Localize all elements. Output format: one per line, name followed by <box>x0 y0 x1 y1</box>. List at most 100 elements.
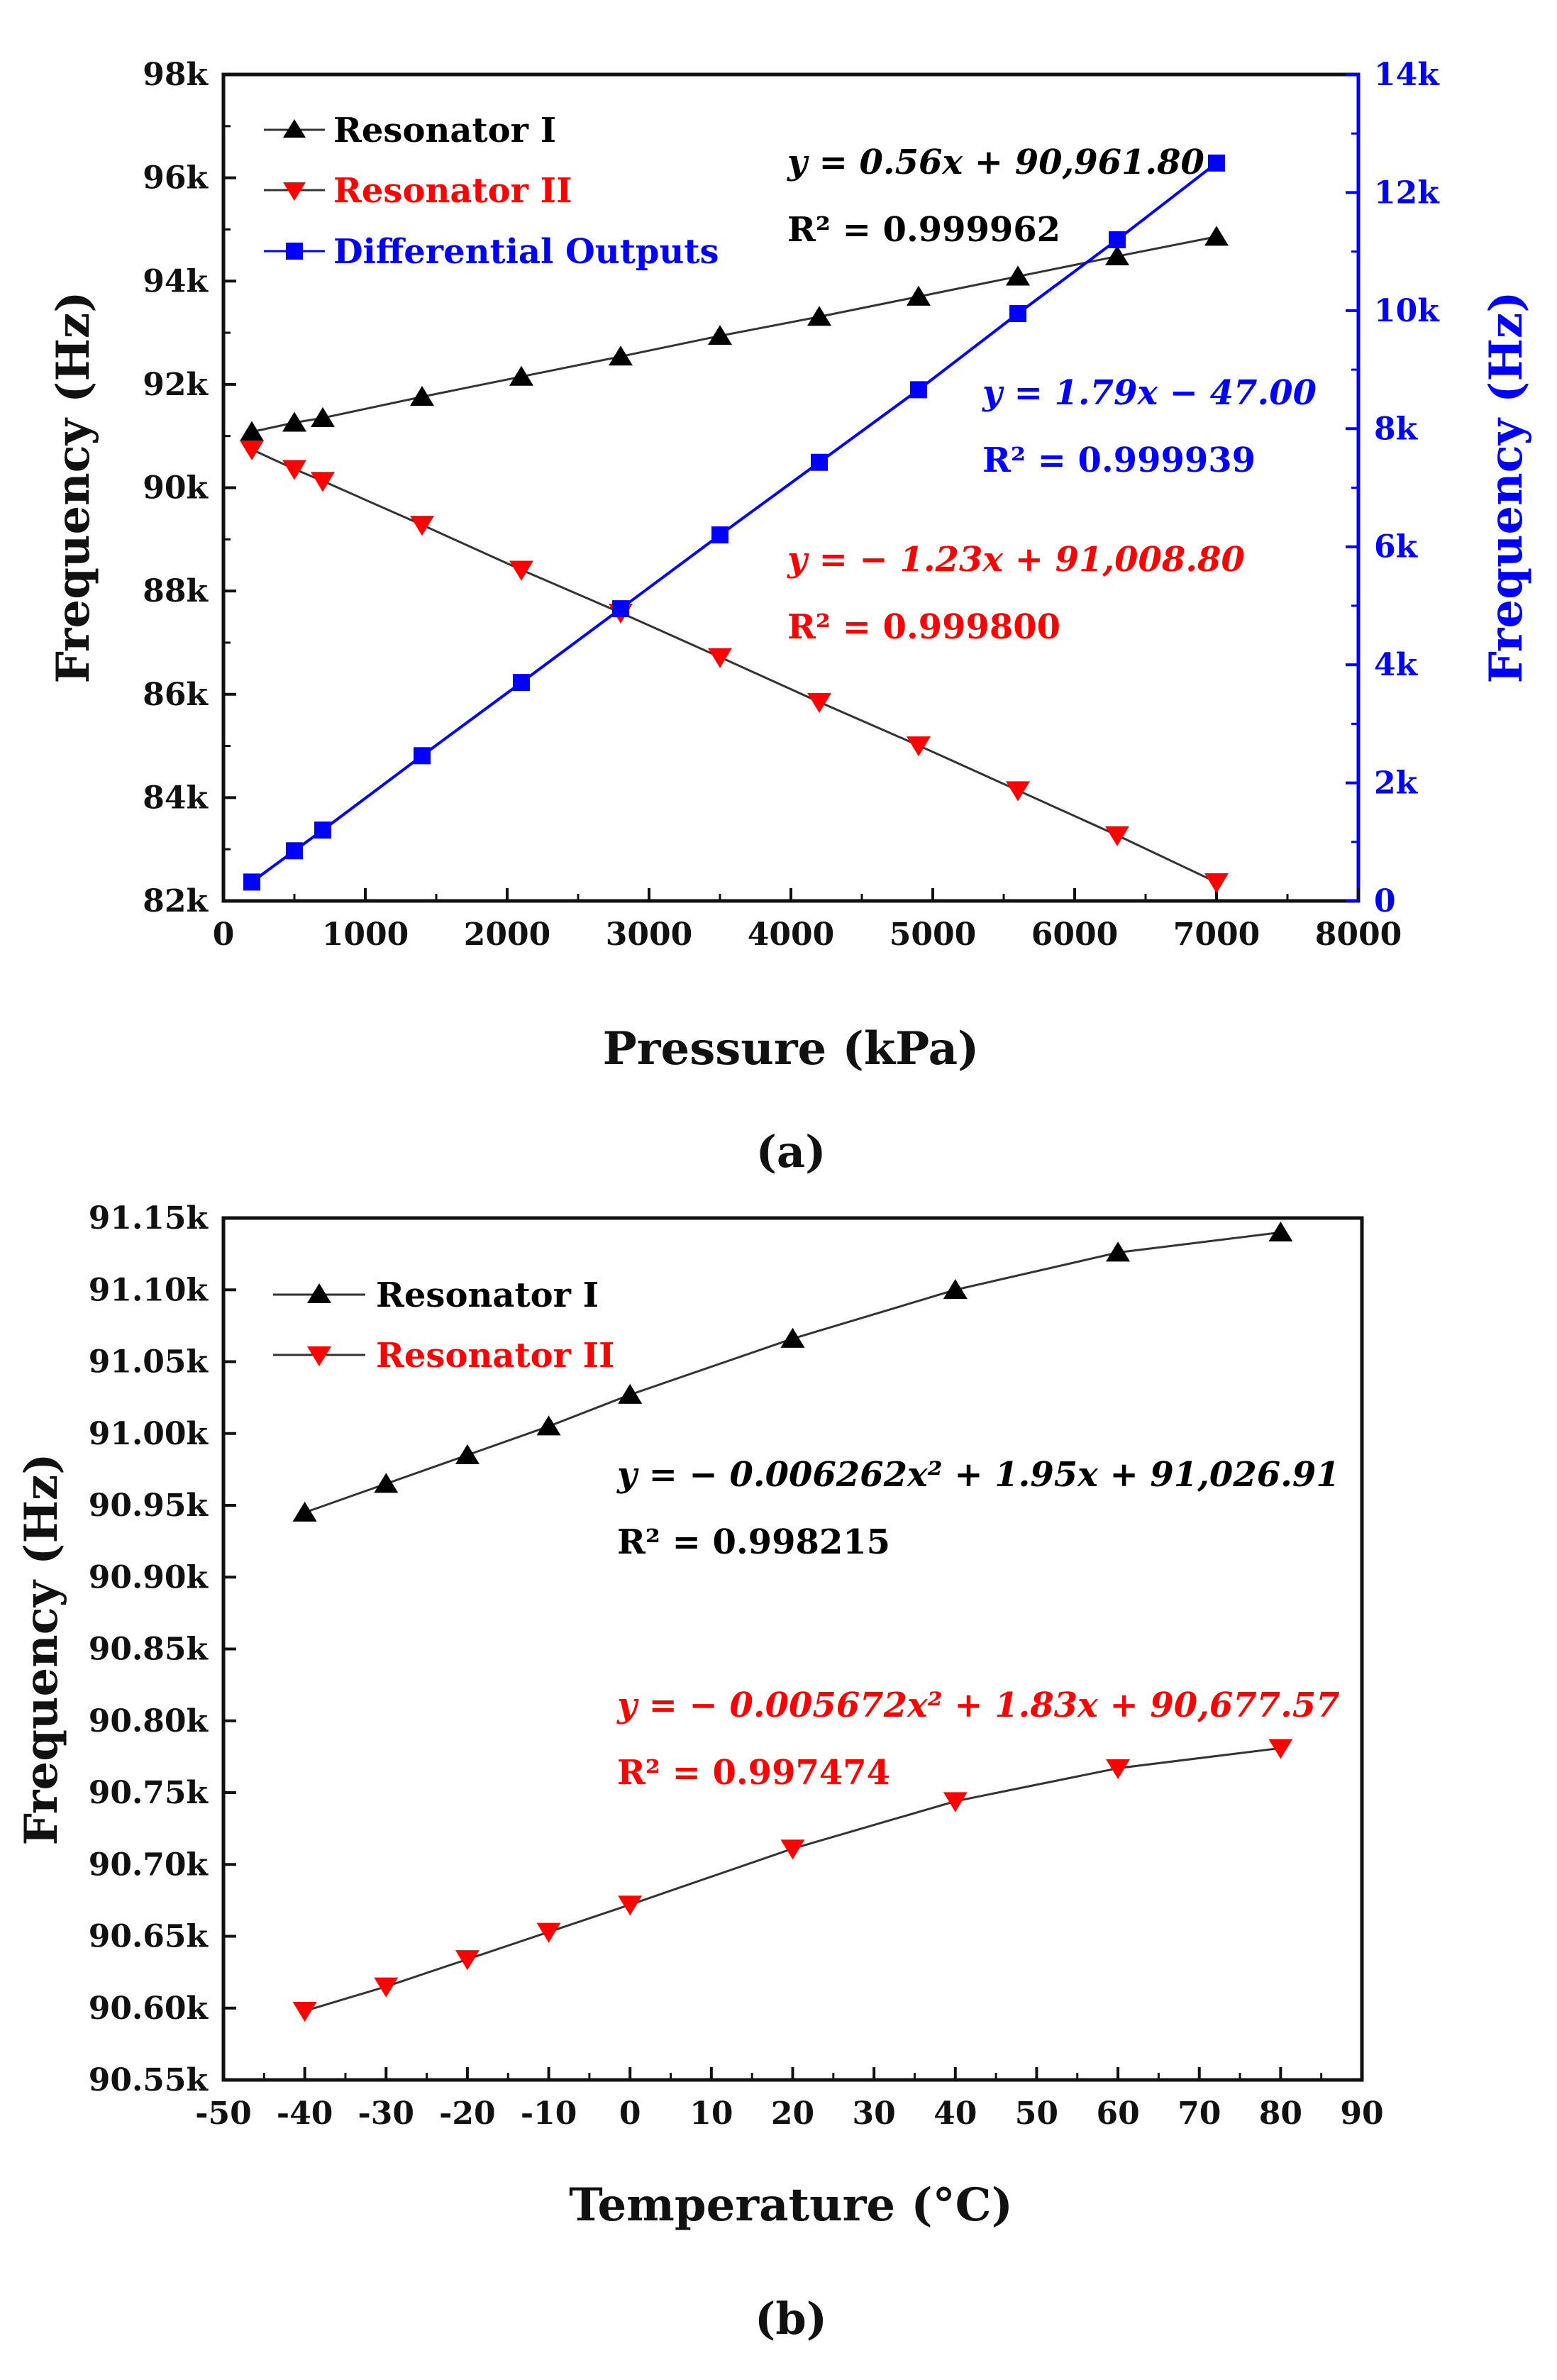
annotation-r2-resonator-ii: R² = 0.999800 <box>787 607 1060 647</box>
x-tick-label-p1-12: 70 <box>1178 2096 1221 2132</box>
y-axis-label-b: Frequency (Hz) <box>15 1453 68 1845</box>
annotation-fit-resonator-ii: y = − 1.23x + 91,008.80 <box>787 540 1245 580</box>
data-point-p0-s0-4 <box>509 365 533 386</box>
data-point-p1-s1-5 <box>780 1839 805 1860</box>
y2-tick-label-p0-4: 8k <box>1374 411 1419 447</box>
legend-marker-differential-outputs <box>286 243 303 260</box>
y2-tick-label-p0-3: 6k <box>1374 529 1419 565</box>
annotation-b-fit-resonator-i: y = − 0.006262x² + 1.95x + 91,026.91 <box>616 1455 1340 1495</box>
data-point-p0-s1-1 <box>282 460 306 480</box>
data-point-p1-s0-1 <box>374 1473 399 1493</box>
legend-marker-resonator-ii <box>283 182 306 201</box>
data-point-p0-s2-10 <box>1109 231 1126 248</box>
data-point-p0-s1-10 <box>1105 826 1129 846</box>
x-tick-label-p1-2: -30 <box>358 2096 415 2132</box>
data-point-p0-s1-6 <box>708 648 732 668</box>
data-point-p1-s0-4 <box>618 1383 643 1404</box>
x-tick-label-p1-10: 50 <box>1015 2096 1058 2132</box>
y-tick-label-p1-12: 91.15k <box>89 1200 209 1236</box>
data-point-p0-s2-7 <box>811 453 828 471</box>
y-tick-label-p0-8: 98k <box>143 57 209 93</box>
y-tick-label-p1-6: 90.85k <box>89 1632 209 1668</box>
panel-label-a: (a) <box>756 1126 826 1178</box>
x-tick-label-p1-1: -40 <box>277 2096 333 2132</box>
legend-label-b-resonator-i: Resonator I <box>376 1275 599 1315</box>
y-tick-label-p0-2: 86k <box>143 677 209 713</box>
y-tick-label-p1-8: 90.95k <box>89 1488 209 1524</box>
data-point-p0-s2-5 <box>612 600 629 618</box>
series-layer-a <box>240 154 1229 894</box>
data-point-p0-s1-2 <box>311 472 335 492</box>
x-tick-label-p1-8: 30 <box>853 2096 896 2132</box>
data-point-p0-s2-6 <box>711 526 728 544</box>
legend-entry-resonator-ii: Resonator II <box>264 171 572 211</box>
y2-tick-label-p0-7: 14k <box>1374 57 1440 93</box>
data-point-p1-s1-6 <box>943 1792 968 1812</box>
y2-tick-label-p0-1: 2k <box>1374 765 1419 802</box>
annotation-r2-resonator-i: R² = 0.999962 <box>787 210 1060 250</box>
x-axis-label-b: Temperature (°C) <box>569 2179 1013 2232</box>
data-point-p1-s0-7 <box>1106 1241 1131 1262</box>
y2-tick-label-p0-0: 0 <box>1374 883 1396 919</box>
panel-a-pressure-chart: 0 1000 2000 3000 4000 5000 6000 7000 8000 82k 84k 8… <box>47 57 1533 1178</box>
series-line-p0-1 <box>251 448 1217 884</box>
x-axis-label-a: Pressure (kPa) <box>603 1022 980 1075</box>
legend-label-differential-outputs: Differential Outputs <box>333 232 719 272</box>
y-tick-label-p1-10: 91.05k <box>89 1344 209 1380</box>
x-tick-label-p0-5: 5000 <box>890 917 976 953</box>
x-tick-label-p1-9: 40 <box>933 2096 977 2132</box>
data-point-p0-s2-0 <box>243 873 260 891</box>
y-tick-label-p1-9: 91.00k <box>89 1416 209 1452</box>
annotation-fit-resonator-i: y = 0.56x + 90,961.80 <box>787 143 1204 182</box>
legend-label-resonator-i: Resonator I <box>333 111 556 150</box>
x-tick-label-p1-7: 20 <box>771 2096 814 2132</box>
legend-entry-b-resonator-i: Resonator I <box>273 1275 599 1315</box>
data-point-p1-s1-2 <box>455 1950 480 1971</box>
y-tick-label-p1-7: 90.90k <box>89 1559 209 1595</box>
data-point-p0-s2-9 <box>1009 305 1026 323</box>
x-tick-label-p0-4: 4000 <box>748 917 834 953</box>
legend-b: Resonator I Resonator II <box>273 1275 615 1376</box>
data-point-p0-s0-9 <box>1006 265 1030 286</box>
panel-b-temperature-chart: -50 -40 -30 -20 -10 0 10 20 30 40 50 60 70 80 90 90.55k… <box>15 1200 1384 2345</box>
series-layer-b <box>292 1221 1293 2022</box>
data-point-p1-s1-8 <box>1268 1739 1293 1759</box>
data-point-p0-s0-0 <box>240 421 264 441</box>
data-point-p0-s2-3 <box>414 747 431 765</box>
data-point-p1-s1-1 <box>374 1977 399 1998</box>
data-point-p1-s1-3 <box>536 1922 561 1943</box>
annotation-b-r2-resonator-i: R² = 0.998215 <box>617 1522 890 1562</box>
data-point-p1-s0-2 <box>455 1444 480 1464</box>
y2-tick-label-p0-5: 10k <box>1374 293 1440 329</box>
x-tick-label-p1-14: 90 <box>1340 2096 1383 2132</box>
panel-label-b: (b) <box>755 2293 827 2345</box>
y2-axis-label-a: Frequency (Hz) <box>1480 291 1533 683</box>
data-point-p1-s1-4 <box>618 1895 643 1916</box>
y-tick-label-p0-4: 90k <box>143 470 209 507</box>
x-tick-label-p0-7: 7000 <box>1173 917 1260 953</box>
x-tick-label-p0-1: 1000 <box>322 917 409 953</box>
data-point-p0-s1-3 <box>410 516 434 536</box>
data-point-p0-s2-4 <box>513 674 530 692</box>
legend-entry-differential-outputs: Differential Outputs <box>264 232 719 272</box>
data-point-p0-s1-8 <box>907 736 931 757</box>
x-tick-label-p1-13: 80 <box>1259 2096 1302 2132</box>
y-axis-label-a: Frequency (Hz) <box>47 291 100 683</box>
legend-marker-b-resonator-i <box>307 1283 331 1303</box>
legend-entry-resonator-i: Resonator I <box>264 111 556 150</box>
data-point-p0-s2-2 <box>314 821 331 839</box>
y-tick-label-p1-5: 90.80k <box>89 1703 209 1739</box>
x-tick-label-p1-11: 60 <box>1096 2096 1139 2132</box>
legend-marker-b-resonator-ii <box>307 1346 331 1366</box>
data-point-p1-s1-0 <box>292 2002 317 2022</box>
data-point-p0-s1-4 <box>509 560 533 581</box>
x-tick-label-p0-0: 0 <box>213 917 235 953</box>
data-point-p0-s0-7 <box>807 306 831 326</box>
y-tick-label-p1-3: 90.70k <box>89 1847 209 1883</box>
y-tick-label-p1-0: 90.55k <box>89 2062 209 2098</box>
x-tick-label-p1-3: -20 <box>439 2096 496 2132</box>
data-point-p0-s1-9 <box>1006 781 1030 802</box>
legend-label-b-resonator-ii: Resonator II <box>376 1336 615 1376</box>
data-point-p0-s2-11 <box>1208 154 1225 172</box>
